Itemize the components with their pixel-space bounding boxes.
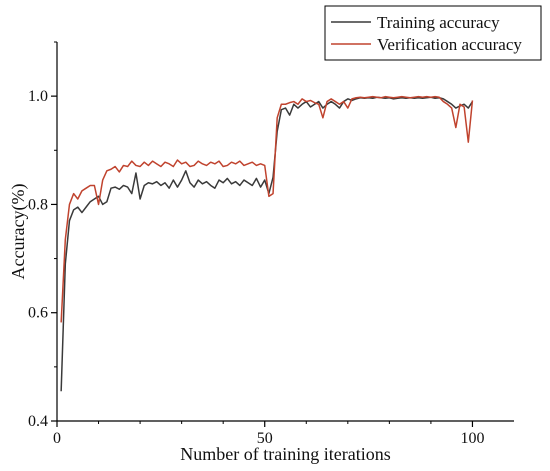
y-tick-label: 0.6 [28, 305, 48, 322]
legend-box [324, 5, 542, 61]
y-tick-label: 0.4 [28, 413, 48, 430]
series-layer [60, 95, 474, 392]
plot-frame [56, 42, 514, 422]
y-axis-ticks: 0.4 0.6 0.8 1.0 [28, 41, 57, 430]
legend-label-training-accuracy: Training accuracy [377, 13, 500, 32]
legend: Training accuracy Verification accuracy [324, 5, 542, 61]
y-axis-title: Accuracy(%) [8, 184, 29, 280]
x-tick-label: 100 [460, 430, 484, 447]
x-axis-title: Number of training iterations [180, 444, 390, 464]
x-tick-label: 0 [53, 430, 61, 447]
y-tick-label: 0.8 [28, 196, 48, 213]
legend-label-verification-accuracy: Verification accuracy [377, 35, 522, 54]
series-line-training-accuracy [60, 96, 474, 392]
x-tick-label: 50 [257, 430, 273, 447]
x-axis-ticks: 0 50 100 [53, 421, 484, 447]
y-tick-label: 1.0 [28, 88, 48, 105]
series-line-verification-accuracy [60, 95, 474, 323]
